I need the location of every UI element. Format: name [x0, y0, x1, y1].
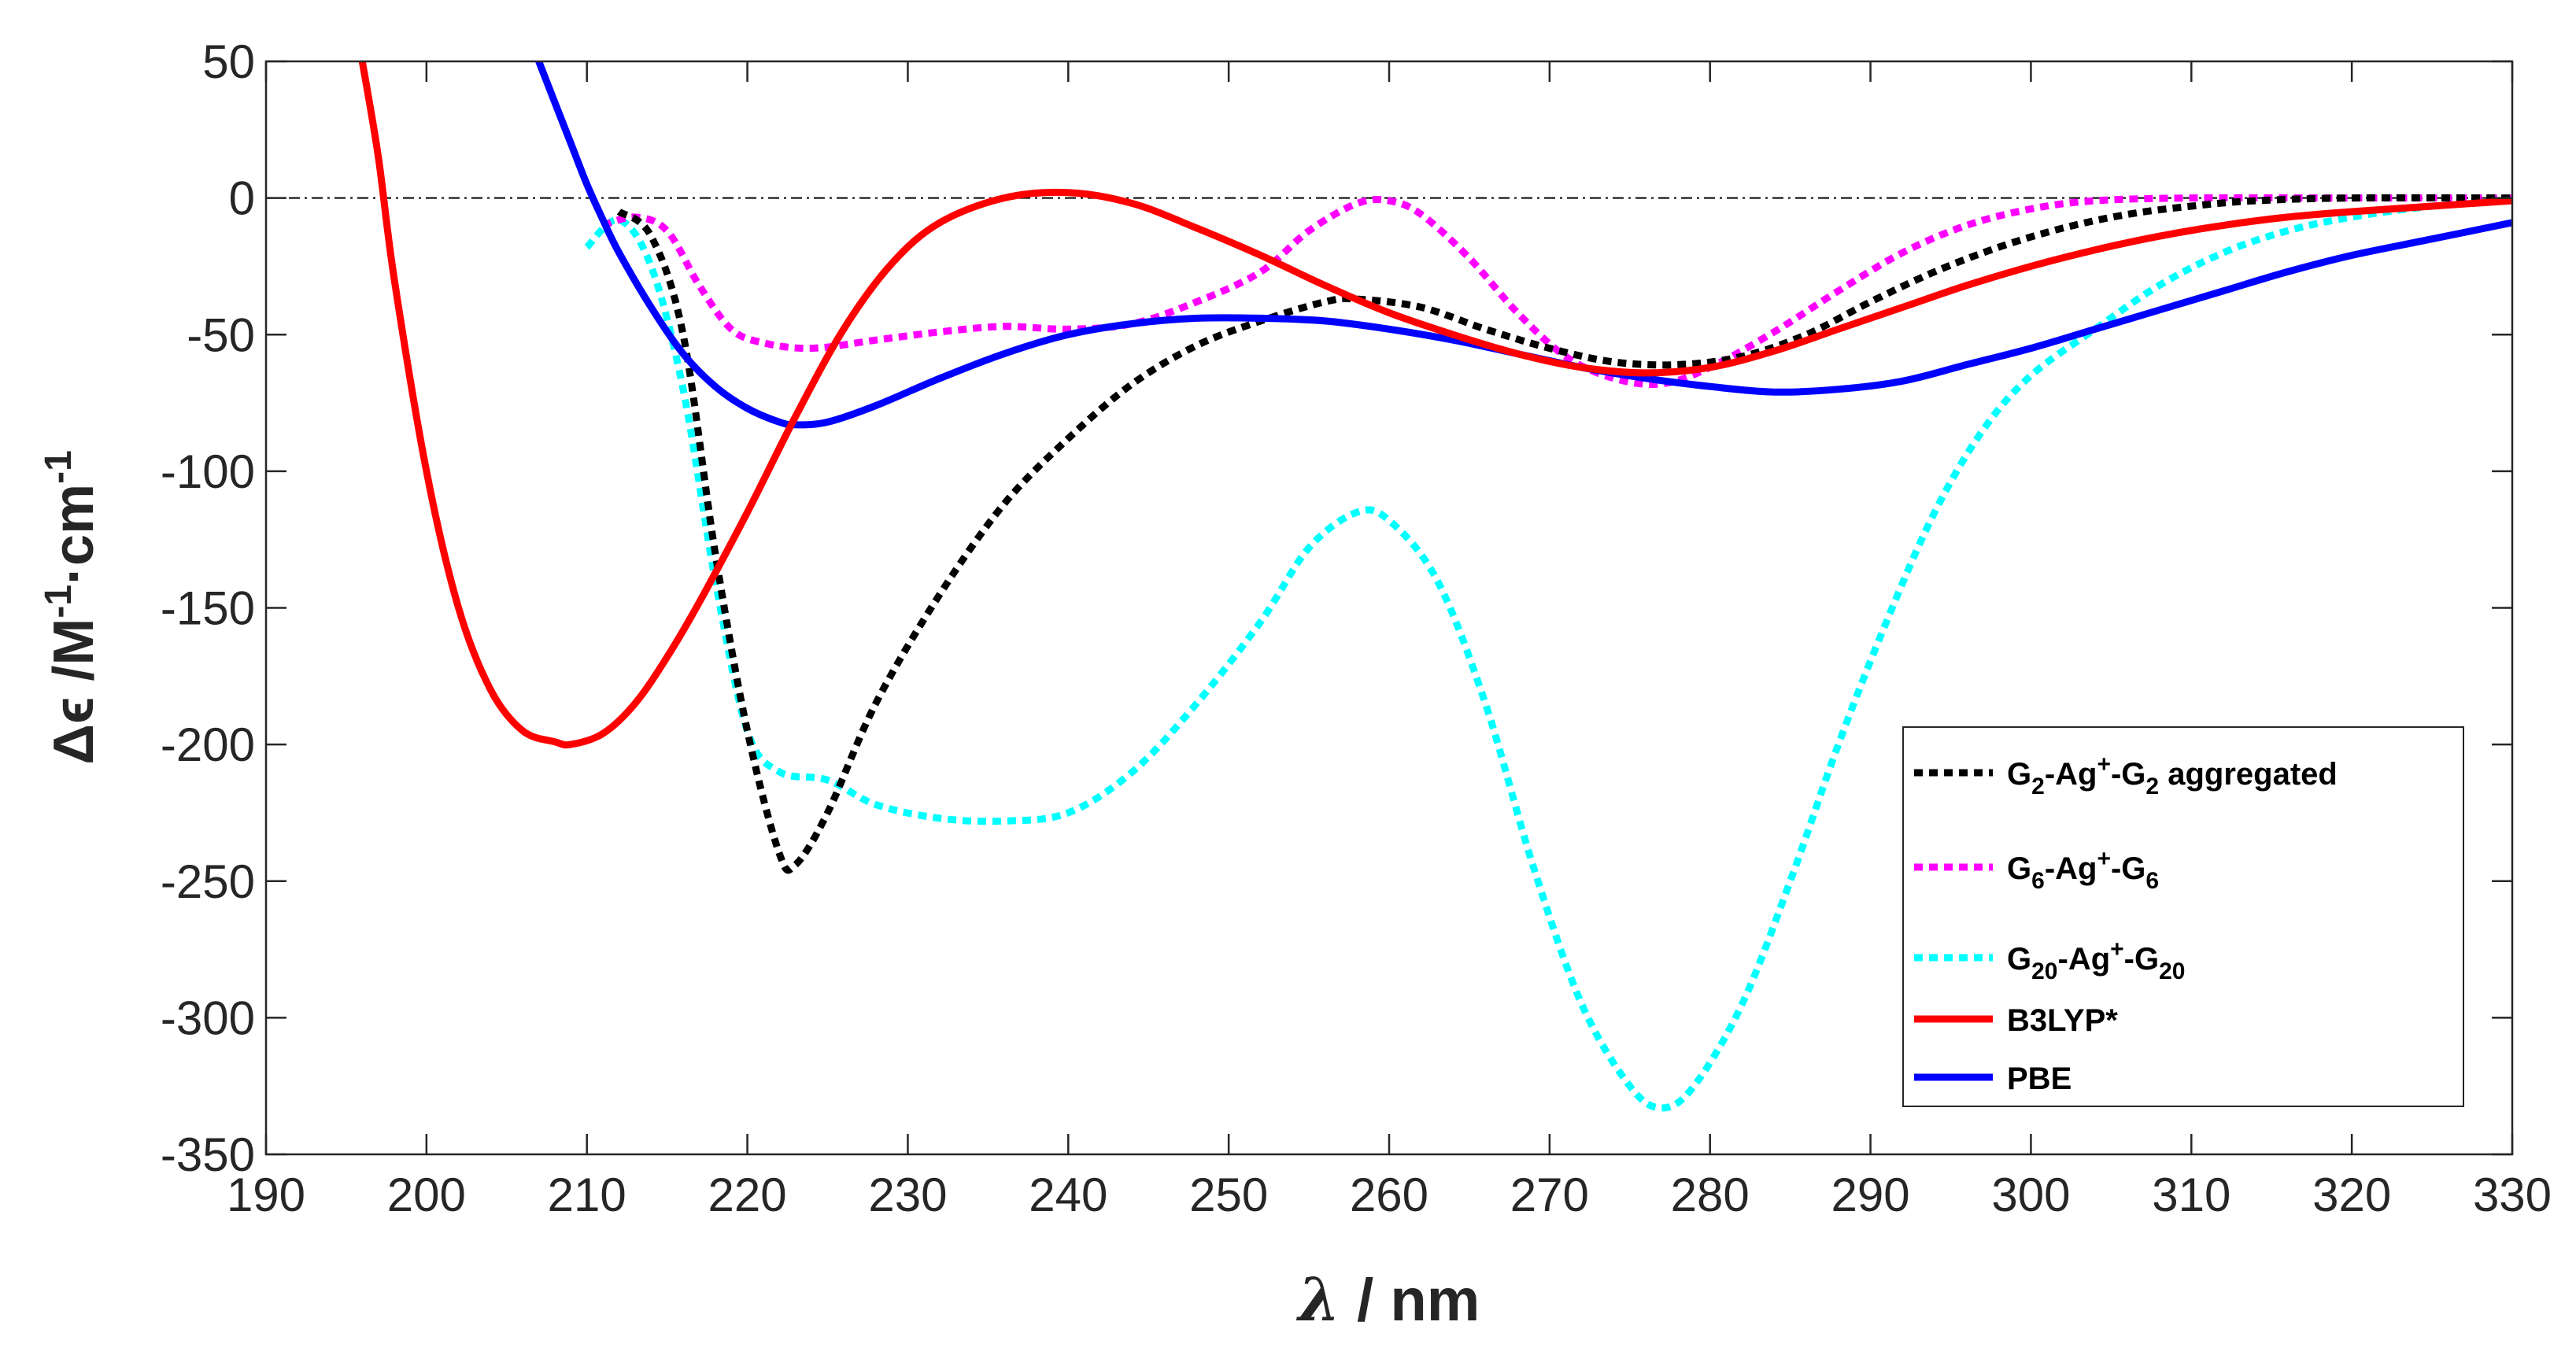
legend-label-part: + [2097, 846, 2111, 872]
series-line-pbe [535, 61, 2512, 429]
x-tick-label: 300 [1991, 1169, 2070, 1221]
y-tick-label: -50 [187, 308, 255, 361]
x-tick-label: 290 [1831, 1169, 1910, 1221]
legend-label-part: -G [2124, 942, 2159, 977]
y-tick-label: -200 [161, 718, 255, 771]
legend-label-part: + [2097, 751, 2111, 777]
legend-box [1902, 726, 2464, 1107]
x-tick-label: 270 [1510, 1169, 1589, 1221]
legend-label-part: -G [2111, 851, 2145, 886]
x-tick-label: 310 [2152, 1169, 2230, 1221]
x-tick-label: 320 [2312, 1169, 2391, 1221]
series-line-g6-ag-g6 [601, 194, 2512, 388]
legend-label-part: 20 [2031, 958, 2057, 984]
legend-label-part: 20 [2159, 958, 2185, 984]
x-tick-label: 230 [868, 1169, 947, 1221]
series-line-b3lyp [358, 61, 2512, 749]
legend-label-part: G [2007, 942, 2031, 977]
legend-label-part: aggregated [2159, 757, 2338, 792]
y-axis-title: Δϵ /M-1·cm-1 [38, 450, 105, 765]
legend-label-part: B3LYP* [2007, 1003, 2118, 1038]
legend-label-part: 6 [2031, 868, 2045, 894]
legend-label-part: + [2110, 936, 2124, 962]
x-tick-label: 280 [1671, 1169, 1750, 1221]
series-line-g2-ag-g2-aggregated [616, 194, 2512, 874]
ticks-layer: 190 200 210 220 230 240 250 260 270 280 290 300 310 3… [161, 35, 2552, 1221]
y-axis-title-unit: ·cm [43, 484, 105, 585]
legend-label-g20-ag-g20: G20-Ag+-G20 [2007, 936, 2185, 984]
legend-label-part: PBE [2007, 1061, 2072, 1096]
legend: G2-Ag+-G2 aggregatedG6-Ag+-G6G20-Ag+-G20… [1902, 726, 2464, 1107]
x-axis-title-symbol: λ [1296, 1265, 1340, 1335]
legend-label-g6-ag-g6: G6-Ag+-G6 [2007, 846, 2159, 894]
x-tick-label: 190 [227, 1169, 305, 1221]
x-tick-label: 260 [1350, 1169, 1428, 1221]
x-tick-label: 330 [2473, 1169, 2552, 1221]
x-tick-label: 250 [1189, 1169, 1268, 1221]
y-tick-label: -350 [161, 1128, 255, 1181]
series-line-g20-ag-g20 [584, 197, 2512, 1112]
plot-frame [264, 60, 2514, 1156]
y-axis-title-exp1: -1 [38, 585, 79, 618]
x-tick-label: 200 [387, 1169, 466, 1221]
legend-label-part: -Ag [2045, 851, 2097, 886]
x-tick-label: 220 [708, 1169, 787, 1221]
series-layer [358, 61, 2512, 1112]
legend-label-part: G [2007, 851, 2031, 886]
y-tick-label: -150 [161, 582, 255, 635]
x-axis-title-unit: / nm [1340, 1267, 1480, 1334]
legend-label-part: G [2007, 757, 2031, 792]
y-axis-title-exp2: -1 [38, 450, 79, 484]
legend-label-g2-ag-g2-aggregated: G2-Ag+-G2 aggregated [2007, 751, 2338, 799]
legend-label-part: 6 [2145, 868, 2159, 894]
legend-label-b3lyp: B3LYP* [2007, 1003, 2118, 1038]
y-tick-label: 50 [202, 35, 255, 88]
legend-label-part: 2 [2031, 773, 2045, 799]
legend-label-part: -Ag [2045, 757, 2097, 792]
legend-label-pbe: PBE [2007, 1061, 2072, 1096]
y-tick-label: -300 [161, 991, 255, 1044]
x-tick-label: 240 [1029, 1169, 1107, 1221]
y-tick-label: 0 [229, 172, 255, 225]
legend-label-part: 2 [2145, 773, 2159, 799]
x-axis-title: λ / nm [1296, 1265, 1480, 1335]
y-tick-label: -250 [161, 855, 255, 908]
y-axis-title-main: Δϵ /M [43, 618, 105, 765]
x-tick-label: 210 [548, 1169, 626, 1221]
y-tick-label: -100 [161, 445, 255, 498]
legend-label-part: -G [2111, 757, 2145, 792]
legend-label-part: -Ag [2058, 942, 2111, 977]
